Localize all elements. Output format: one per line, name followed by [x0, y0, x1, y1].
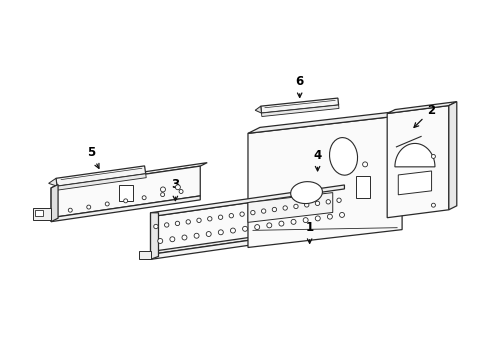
Circle shape: [175, 185, 180, 190]
Polygon shape: [247, 109, 413, 133]
Polygon shape: [33, 208, 51, 220]
Ellipse shape: [329, 138, 357, 175]
Circle shape: [194, 233, 199, 238]
Circle shape: [218, 215, 223, 220]
Circle shape: [68, 208, 72, 212]
Circle shape: [325, 200, 330, 204]
Circle shape: [229, 213, 233, 218]
Polygon shape: [48, 178, 57, 186]
Circle shape: [278, 221, 284, 226]
Circle shape: [303, 218, 307, 222]
Circle shape: [207, 217, 211, 221]
Polygon shape: [150, 213, 158, 260]
Text: 2: 2: [413, 104, 434, 127]
Circle shape: [362, 162, 367, 167]
Circle shape: [86, 205, 91, 209]
Circle shape: [293, 204, 298, 208]
Polygon shape: [386, 102, 456, 113]
Polygon shape: [138, 251, 150, 260]
Polygon shape: [247, 116, 401, 247]
Circle shape: [169, 237, 175, 242]
Polygon shape: [394, 143, 434, 167]
Text: 3: 3: [171, 179, 179, 201]
Circle shape: [160, 187, 165, 192]
Circle shape: [283, 206, 287, 210]
Polygon shape: [51, 196, 200, 222]
Circle shape: [250, 211, 255, 215]
Circle shape: [290, 219, 295, 224]
Polygon shape: [51, 163, 207, 188]
Circle shape: [261, 209, 265, 213]
Circle shape: [272, 207, 276, 212]
Circle shape: [158, 238, 163, 243]
Polygon shape: [56, 166, 145, 186]
Polygon shape: [247, 193, 332, 222]
Text: 5: 5: [86, 146, 99, 168]
Polygon shape: [261, 105, 338, 117]
Circle shape: [327, 214, 332, 219]
Circle shape: [339, 212, 344, 217]
Circle shape: [175, 221, 179, 226]
Circle shape: [254, 225, 259, 230]
Circle shape: [230, 228, 235, 233]
Circle shape: [240, 212, 244, 216]
Polygon shape: [35, 210, 43, 216]
Circle shape: [179, 189, 183, 193]
Circle shape: [160, 193, 164, 197]
Polygon shape: [150, 185, 352, 217]
Circle shape: [315, 201, 319, 206]
Text: 1: 1: [305, 221, 313, 243]
Circle shape: [164, 223, 168, 227]
Polygon shape: [57, 174, 146, 190]
Polygon shape: [260, 98, 338, 113]
Text: 6: 6: [295, 75, 303, 98]
Polygon shape: [51, 184, 58, 222]
Circle shape: [218, 230, 223, 235]
Circle shape: [430, 154, 434, 158]
Polygon shape: [448, 102, 456, 210]
Circle shape: [304, 203, 308, 207]
Circle shape: [105, 202, 109, 206]
Polygon shape: [386, 105, 448, 218]
Circle shape: [185, 220, 190, 224]
Polygon shape: [150, 185, 344, 217]
Polygon shape: [150, 223, 352, 255]
Polygon shape: [119, 185, 132, 201]
Circle shape: [315, 216, 320, 221]
Circle shape: [266, 223, 271, 228]
Circle shape: [242, 226, 247, 231]
Polygon shape: [255, 106, 261, 113]
Polygon shape: [397, 171, 431, 195]
Polygon shape: [150, 189, 344, 255]
Text: 4: 4: [313, 149, 321, 171]
FancyBboxPatch shape: [355, 176, 369, 198]
Polygon shape: [150, 227, 344, 260]
Polygon shape: [51, 166, 200, 218]
Circle shape: [123, 199, 127, 203]
Circle shape: [196, 218, 201, 222]
Circle shape: [182, 235, 186, 240]
Circle shape: [153, 224, 158, 229]
Ellipse shape: [290, 182, 322, 203]
Circle shape: [206, 231, 211, 237]
Circle shape: [336, 198, 341, 202]
Circle shape: [142, 196, 146, 200]
Circle shape: [430, 203, 434, 207]
